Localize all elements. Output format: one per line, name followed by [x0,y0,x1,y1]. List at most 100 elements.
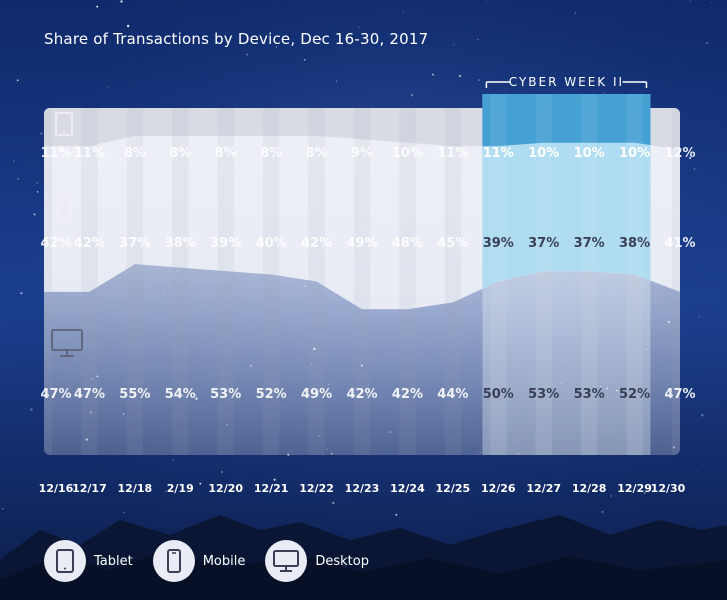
star [240,14,241,15]
star [199,482,202,485]
star [574,70,576,72]
legend: Tablet Mobile Desktop [44,540,369,582]
column-stripe [444,108,462,455]
highlight-stripe [490,94,507,455]
label-desktop-2: 55% [119,387,150,402]
column-stripe [217,108,234,455]
label-desktop-6: 49% [301,387,332,402]
label-desktop-3: 54% [165,387,196,402]
star [601,510,604,513]
star [432,73,434,76]
star [59,74,60,76]
label-tablet-13: 10% [619,146,650,161]
column-stripe [399,108,416,455]
x-tick-7: 12/23 [345,482,380,495]
label-mobile-0: 42% [40,236,71,251]
mobile-section-icon [57,194,72,220]
label-mobile-8: 48% [392,236,423,251]
x-tick-13: 12/29 [617,482,652,495]
label-tablet-5: 8% [260,146,282,161]
star [120,0,123,3]
star [335,80,338,83]
label-desktop-5: 52% [256,387,287,402]
label-desktop-8: 42% [392,387,423,402]
label-desktop-14: 47% [664,387,695,402]
x-tick-14: 12/30 [651,482,686,495]
label-desktop-9: 44% [437,387,468,402]
star [511,7,513,8]
star [644,492,646,494]
star [477,39,479,41]
desktop-section-icon [51,329,83,357]
star [126,24,130,28]
label-desktop-7: 42% [346,387,377,402]
star [172,458,175,461]
column-stripe [262,108,280,455]
star [246,53,249,56]
star [311,478,313,480]
star [383,490,385,491]
label-tablet-1: 11% [74,146,105,161]
column-stripe [126,108,144,455]
star [450,51,451,52]
label-tablet-10: 11% [483,146,514,161]
x-tick-2: 12/18 [118,482,153,495]
star [51,83,52,85]
label-mobile-7: 49% [346,236,377,251]
highlight-stripe [626,94,643,455]
label-mobile-5: 40% [256,236,287,251]
label-mobile-3: 38% [165,236,196,251]
star [458,74,462,78]
label-tablet-3: 8% [169,146,191,161]
star [174,492,176,494]
label-mobile-10: 39% [483,236,514,251]
label-desktop-11: 53% [528,387,559,402]
label-mobile-12: 37% [574,236,605,251]
star [303,58,306,61]
star [402,11,404,14]
label-tablet-14: 12% [664,146,695,161]
legend-desktop-label: Desktop [315,553,369,569]
star [332,501,335,505]
label-tablet-4: 8% [215,146,237,161]
star [40,132,43,135]
label-mobile-9: 45% [437,236,468,251]
label-tablet-12: 10% [574,146,605,161]
label-desktop-1: 47% [74,387,105,402]
star [532,82,534,84]
star [690,0,692,2]
star [55,457,57,459]
star [453,44,455,46]
highlight-tablet-area [482,94,651,147]
x-tick-11: 12/27 [526,482,561,495]
label-desktop-0: 47% [40,387,71,402]
label-tablet-8: 10% [392,146,423,161]
star [705,41,709,45]
star [478,79,480,82]
label-mobile-13: 38% [619,236,650,251]
star [33,213,36,216]
star [698,316,700,318]
label-mobile-11: 37% [528,236,559,251]
label-mobile-4: 39% [210,236,241,251]
label-tablet-0: 11% [40,146,71,161]
star [17,178,19,180]
label-tablet-7: 9% [351,146,373,161]
label-mobile-1: 42% [74,236,105,251]
label-mobile-14: 41% [664,236,695,251]
legend-tablet-label: Tablet [94,553,133,569]
x-tick-12: 12/28 [572,482,607,495]
x-tick-10: 12/26 [481,482,516,495]
star [318,37,322,41]
star [164,490,166,492]
x-tick-4: 12/20 [208,482,243,495]
legend-mobile-label: Mobile [202,553,246,569]
star [395,513,398,516]
star [610,495,612,497]
x-tick-5: 12/21 [254,482,289,495]
star [96,5,99,8]
star [358,26,360,28]
x-tick-6: 12/22 [299,482,334,495]
star [701,414,704,417]
